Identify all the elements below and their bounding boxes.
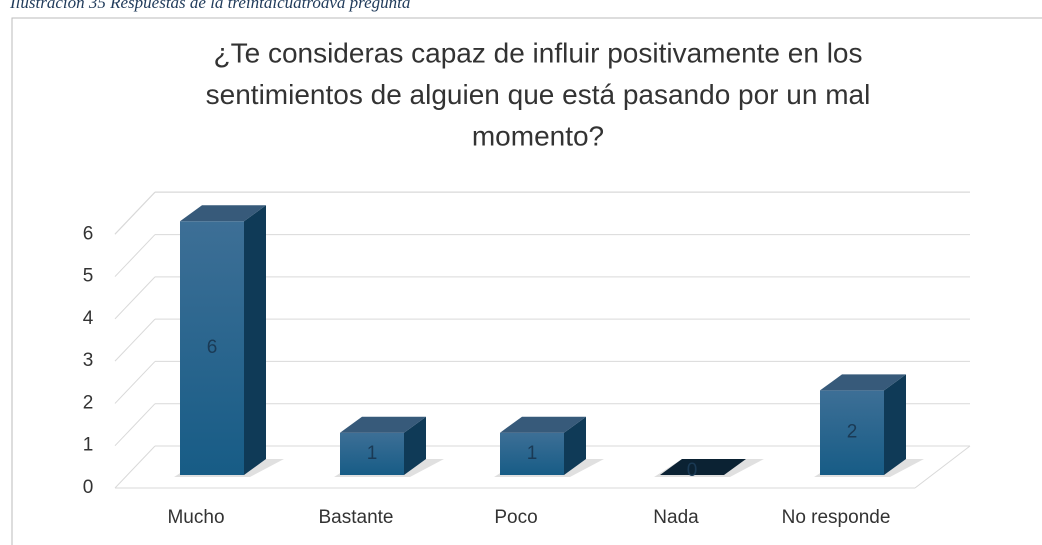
chart-title: momento?: [472, 120, 604, 151]
y-tick-label: 6: [83, 223, 94, 244]
bar-top: [820, 374, 906, 391]
y-tick-label: 1: [83, 435, 94, 456]
bar: [180, 221, 244, 475]
x-tick-label: No responde: [782, 507, 891, 528]
value-label: 2: [847, 422, 858, 443]
caption: Ilustración 35 Respuestas de la treintai…: [9, 0, 410, 12]
bar-top: [500, 416, 586, 433]
bar-side: [404, 416, 426, 475]
bar-top: [340, 416, 426, 433]
grid-line: [114, 234, 156, 277]
value-label: 1: [527, 443, 538, 464]
chart-title: sentimientos de alguien que está pasando…: [206, 79, 871, 110]
value-label: 1: [367, 443, 378, 464]
value-label: 6: [207, 337, 218, 358]
y-tick-label: 3: [83, 350, 94, 371]
grid-line: [114, 403, 156, 447]
x-tick-label: Poco: [494, 507, 537, 528]
grid-line: [114, 445, 156, 489]
y-tick-label: 0: [83, 477, 94, 498]
grid-line: [114, 318, 156, 362]
x-tick-label: Nada: [653, 507, 699, 528]
bar: [820, 390, 884, 475]
x-tick-label: Mucho: [167, 507, 224, 528]
grid-line: [114, 276, 156, 320]
y-tick-label: 2: [83, 392, 94, 413]
bar-top: [180, 205, 266, 222]
x-tick-label: Bastante: [319, 507, 394, 528]
value-label: 0: [687, 460, 698, 481]
bar: [500, 432, 564, 475]
y-tick-label: 5: [83, 266, 94, 287]
bar-top: [660, 459, 746, 475]
grid-line: [114, 191, 156, 235]
grid-line: [114, 361, 156, 404]
bar-side: [564, 416, 586, 475]
y-tick-label: 4: [83, 308, 94, 329]
chart-title: ¿Te consideras capaz de influir positiva…: [213, 37, 862, 68]
bar-side: [884, 374, 906, 475]
floor-edge: [914, 445, 971, 489]
bar-side: [244, 205, 266, 476]
bar: [340, 432, 404, 475]
